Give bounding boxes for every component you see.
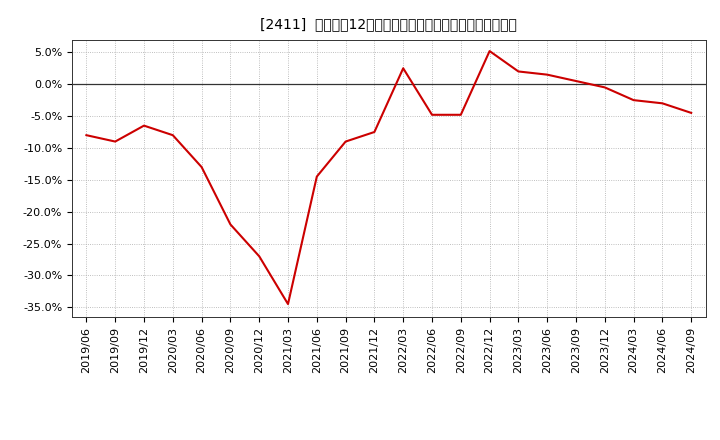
Title: [2411]  売上高の12か月移動合計の対前年同期増減率の推移: [2411] 売上高の12か月移動合計の対前年同期増減率の推移 xyxy=(261,18,517,32)
